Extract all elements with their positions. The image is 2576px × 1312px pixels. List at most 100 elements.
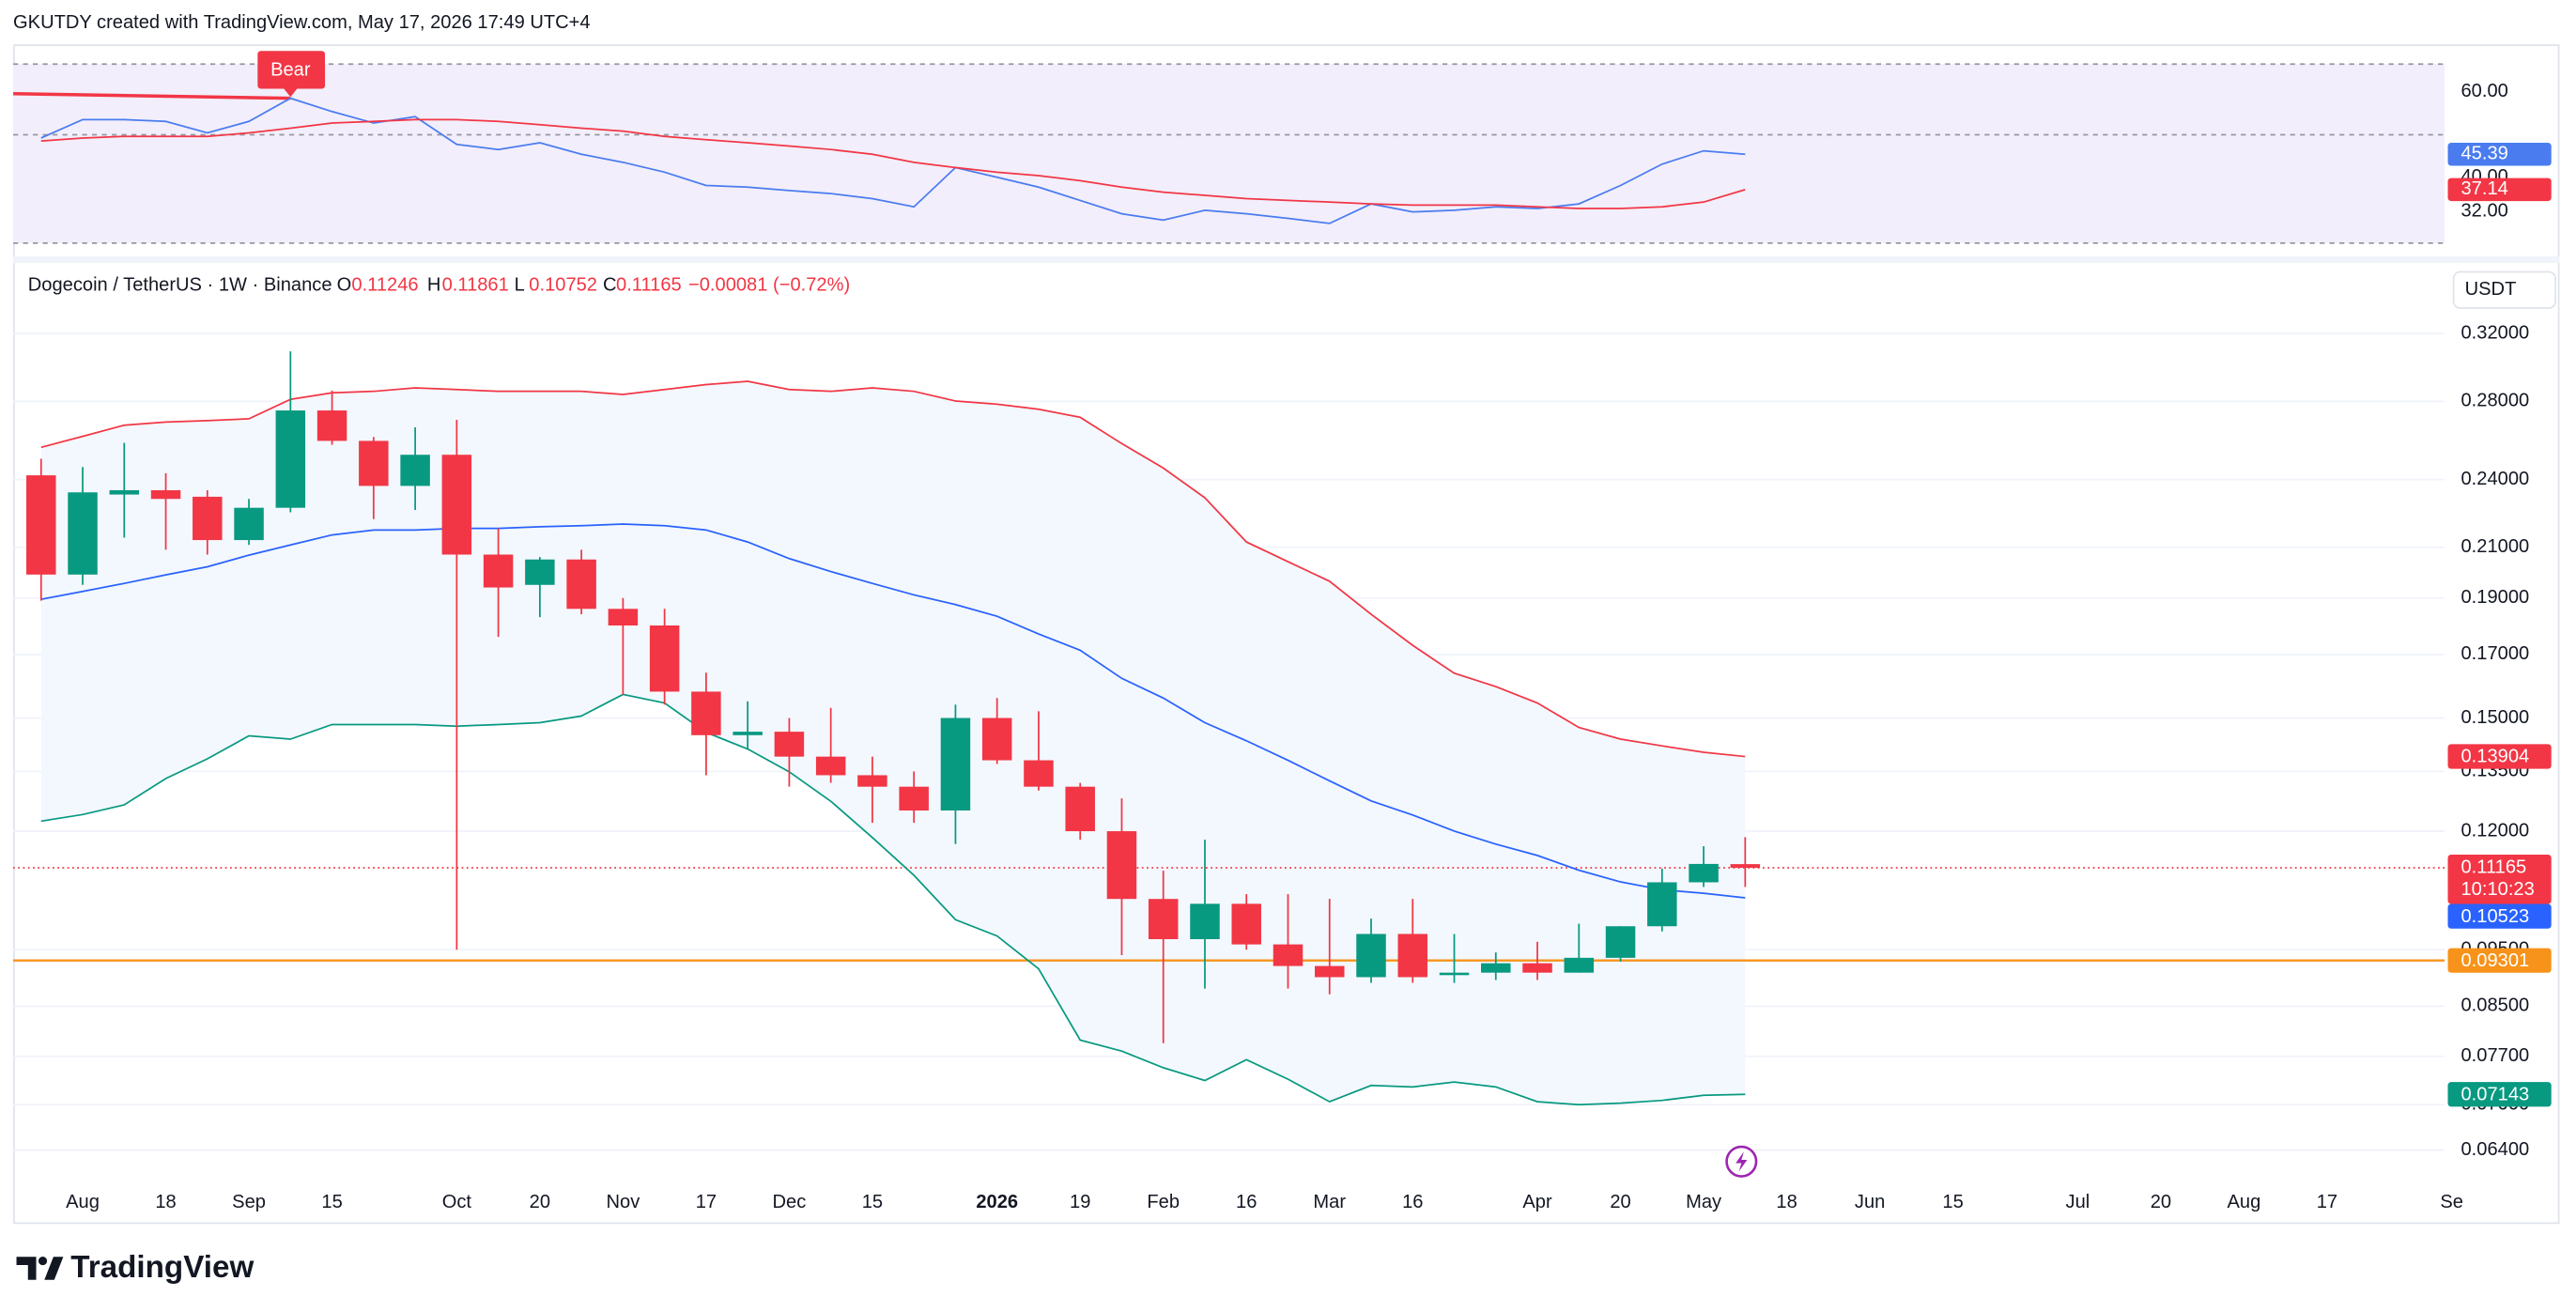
price-badge <box>2447 744 2552 769</box>
candle-body <box>899 786 929 810</box>
candle-body <box>109 489 140 495</box>
symbol-title: Dogecoin / TetherUS · 1W · Binance <box>28 275 332 296</box>
alert-icon[interactable] <box>1725 1145 1758 1178</box>
candle-body <box>150 489 181 500</box>
candle-body <box>193 496 223 541</box>
price-badge <box>2447 1082 2552 1107</box>
chart-frame <box>13 44 2560 1225</box>
candle-body <box>691 691 721 735</box>
x-tick-label: 20 <box>1610 1192 1630 1212</box>
candle-body <box>733 732 763 735</box>
axes: 0.32000 0.28000 0.24000 0.21000 0.19000 0.170… <box>66 81 2552 1212</box>
ohlc-label: C <box>603 275 617 296</box>
candle-body <box>940 718 971 810</box>
annotation-box <box>257 51 326 89</box>
y-tick-label: 0.32000 <box>2461 322 2530 343</box>
price-badge-label: 0.09301 <box>2461 950 2530 971</box>
candle-body <box>566 559 596 610</box>
x-tick-label: 20 <box>2151 1192 2171 1212</box>
annotation-pointer <box>284 88 298 98</box>
candle-body <box>1522 963 1552 973</box>
rsi-line <box>40 118 1746 209</box>
candle-body <box>1315 965 1345 978</box>
candle-body <box>275 410 306 508</box>
x-tick-label: Nov <box>606 1192 640 1212</box>
candle-body <box>649 625 680 692</box>
y-tick-label: 0.07700 <box>2461 1045 2530 1066</box>
candle-body <box>774 732 805 757</box>
candle-body <box>608 609 639 626</box>
ohlc-label: O <box>337 275 352 296</box>
x-tick-label: Se <box>2440 1192 2463 1212</box>
y-tick-label: 0.17000 <box>2461 643 2530 664</box>
rsi-badge-label: 37.14 <box>2461 178 2508 199</box>
candle-body <box>1148 899 1179 939</box>
x-tick-label: Aug <box>66 1192 100 1212</box>
price-change: −0.00081 (−0.72%) <box>688 275 850 296</box>
candle-body <box>234 507 264 541</box>
x-tick-label: 2026 <box>976 1192 1018 1212</box>
candle-body <box>1397 934 1428 978</box>
y-tick-label: 0.21000 <box>2461 536 2530 557</box>
candle-body <box>1689 863 1719 883</box>
logo-text: TradingView <box>70 1250 254 1285</box>
candle-body <box>316 410 347 441</box>
price-badge <box>2447 855 2552 904</box>
candle-body <box>400 455 430 486</box>
rsi-band <box>13 64 2445 243</box>
y-tick-label: 0.06400 <box>2461 1139 2530 1160</box>
candle-body <box>525 559 555 585</box>
band-line <box>40 380 1746 758</box>
currency-button[interactable] <box>2452 270 2556 309</box>
alert-bolt[interactable] <box>1735 1151 1748 1172</box>
logo: TradingView <box>16 1250 254 1285</box>
candle-body <box>1730 864 1761 869</box>
rsi-tick-label: 60.00 <box>2461 81 2508 101</box>
x-tick-label: 15 <box>1942 1192 1963 1212</box>
candle-body <box>1564 957 1595 973</box>
rsi-line <box>40 97 1746 224</box>
x-tick-label: 15 <box>862 1192 883 1212</box>
annotation-label: Bear <box>270 60 311 81</box>
logo-mark <box>16 1257 37 1280</box>
candle-body <box>1356 934 1386 978</box>
candle-body <box>1273 944 1303 966</box>
x-tick-label: Feb <box>1147 1192 1180 1212</box>
countdown: 10:10:23 <box>2461 879 2535 900</box>
price-pane <box>13 332 2445 1151</box>
pane-separator <box>13 255 2560 263</box>
price-badge-label: 0.11165 <box>2461 857 2527 877</box>
candle-body <box>1605 926 1636 958</box>
currency-label[interactable]: USDT <box>2465 279 2517 300</box>
x-tick-label: Aug <box>2228 1192 2261 1212</box>
band-line <box>40 523 1746 899</box>
x-tick-label: 18 <box>1776 1192 1797 1212</box>
candle-body <box>483 554 514 588</box>
rsi-tick-label: 32.00 <box>2461 201 2508 222</box>
x-tick-label: 15 <box>321 1192 342 1212</box>
candle-body <box>1024 760 1054 787</box>
candle-body <box>68 492 98 575</box>
ohlc-value: 0.11861 <box>442 275 509 296</box>
candle-body <box>26 475 56 575</box>
candle-body <box>1231 903 1261 945</box>
candle-body <box>1065 786 1095 832</box>
candle-body <box>1190 903 1220 939</box>
candle-body <box>981 718 1012 761</box>
y-tick-label: 0.19000 <box>2461 587 2530 608</box>
y-tick-label: 0.08500 <box>2461 996 2530 1016</box>
price-badge-label: 0.10523 <box>2461 906 2530 927</box>
ohlc-label: L <box>515 275 525 296</box>
candle-body <box>1106 831 1137 900</box>
x-tick-label: 19 <box>1070 1192 1090 1212</box>
x-tick-label: Apr <box>1522 1192 1552 1212</box>
x-tick-label: Oct <box>442 1192 472 1212</box>
ohlc-value: 0.11165 <box>616 275 682 296</box>
divergence-line <box>13 91 291 100</box>
candle-body <box>857 775 887 787</box>
candle-body <box>1647 882 1677 927</box>
y-tick-label: 0.28000 <box>2461 391 2530 411</box>
x-tick-label: Sep <box>232 1192 266 1212</box>
